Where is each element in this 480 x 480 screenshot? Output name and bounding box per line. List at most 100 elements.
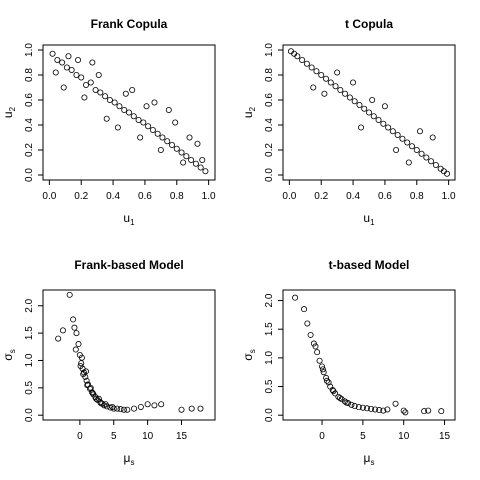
data-point [351,403,358,410]
chart-panel-4: t-based Model 0 5 10 15 0.0 0.5 1.0 1.5 2.0 μs σs [241,258,456,467]
data-point [103,115,110,122]
data-point [117,406,124,413]
data-point [137,134,144,141]
data-point [120,406,127,413]
chart-title: t Copula [345,17,393,31]
data-point [332,83,339,90]
y-tick-label: 2.0 [264,293,275,307]
data-point [63,64,70,71]
data-point [310,340,317,347]
data-point [59,59,66,66]
x-tick-label: 15 [439,431,451,442]
data-point [144,401,151,408]
data-point [389,128,396,135]
data-point [303,60,310,67]
y-tick-label: 0.6 [264,93,275,107]
data-point [432,161,439,168]
data-point [83,377,90,384]
data-point [327,79,334,86]
y-tick-label: 0.4 [264,118,275,132]
data-point [168,141,175,148]
chart-panel-3: Frank-based Model 0 5 10 15 0.0 0.5 1.0 1.5 2.0 μs… [1,258,216,467]
data-point [372,406,379,413]
data-point [307,331,314,338]
data-point [102,93,109,100]
data-point [351,98,358,105]
y-axis-label-subscript: 2 [8,106,17,111]
data-point [400,407,407,414]
y-axis-label: u2 [1,106,17,118]
data-point [164,138,171,145]
data-point [384,406,391,413]
x-tick-label: 0 [77,431,83,442]
plot-frame [42,289,216,421]
x-tick-label: 0.4 [346,191,360,202]
y-tick-label: 1.0 [264,43,275,57]
data-point [83,82,90,89]
data-point [343,399,350,406]
data-point [137,403,144,410]
data-point [59,327,66,334]
data-point [188,156,195,163]
data-point [73,72,80,79]
data-point [337,394,344,401]
data-point [81,94,88,101]
data-point [320,369,327,376]
data-point [122,90,129,97]
data-point [109,403,116,410]
data-point [157,146,164,153]
data-point [110,405,117,412]
data-point [92,87,99,94]
data-point [116,103,123,110]
x-tick-label: 0.2 [74,191,88,202]
data-point [192,160,199,167]
data-point [66,291,73,298]
data-point [380,407,387,414]
x-tick-label: 0.6 [138,191,152,202]
x-tick-label: 0.4 [106,191,120,202]
data-point [78,74,85,81]
x-tick-label: 0.0 [282,191,296,202]
y-tick-label: 0.0 [24,168,35,182]
data-point [323,374,330,381]
data-point [321,90,328,97]
chart-title: Frank-based Model [74,258,183,272]
data-point [180,159,187,166]
x-axis-label-subscript: s [370,458,374,467]
data-point [301,306,308,313]
data-point [337,87,344,94]
data-point [126,109,133,116]
data-point [202,168,209,175]
data-point [405,159,412,166]
data-point [111,99,118,106]
data-point [75,341,82,348]
data-point [95,72,102,79]
data-point [165,107,172,114]
data-point [172,119,179,126]
data-point [381,103,388,110]
data-point [143,103,150,110]
data-point [84,382,91,389]
data-point [299,57,306,64]
data-point [330,388,337,395]
data-point [318,72,325,79]
y-tick-label: 0.5 [24,380,35,394]
data-point [312,343,319,350]
data-point [428,158,435,165]
data-point [423,154,430,161]
data-point [408,143,415,150]
data-point [151,99,158,106]
y-tick-label: 0.8 [24,68,35,82]
data-point [102,401,109,408]
data-point [197,164,204,171]
y-tick-label: 0.0 [264,168,275,182]
y-tick-label: 0.0 [264,408,275,422]
data-point [145,123,152,130]
data-point [292,294,299,301]
data-point [308,64,315,71]
data-point [194,140,201,147]
data-point [334,69,341,76]
data-point [402,409,409,416]
y-axis-label: σs [1,349,17,360]
data-point [97,89,104,96]
